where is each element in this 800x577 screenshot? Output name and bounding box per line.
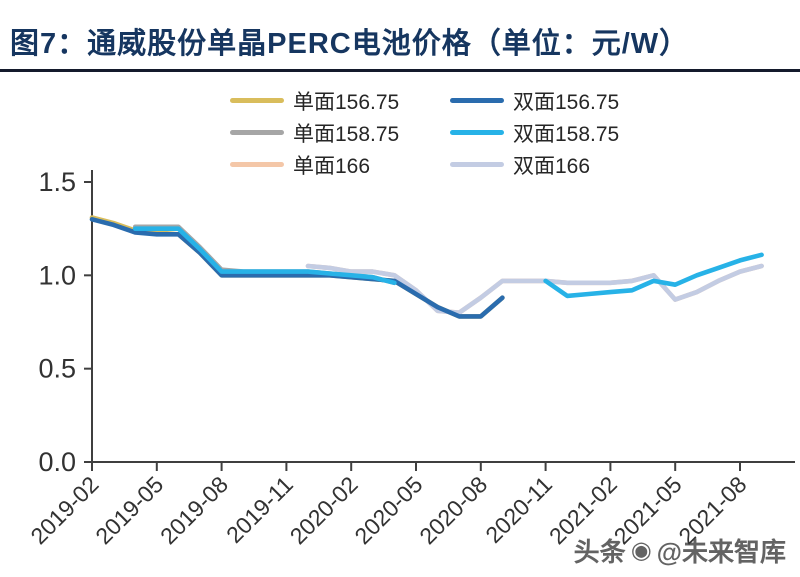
legend-label: 单面156.75 (293, 90, 400, 114)
chart-legend: 单面156.75 单面158.75 单面166 双面156.75 双面158.75 双面1… (230, 88, 620, 178)
watermark-handle: @未来智库 (656, 537, 786, 567)
legend-item: 双面166 (450, 152, 619, 178)
legend-column: 单面156.75 单面158.75 单面166 (230, 88, 400, 178)
legend-item: 双面156.75 (450, 88, 620, 114)
legend-label: 双面158.75 (513, 122, 620, 146)
legend-item: 单面158.75 (230, 120, 400, 146)
legend-swatch (230, 162, 284, 167)
legend-column: 双面156.75 双面158.75 双面166 (450, 88, 620, 178)
toutiao-logo-icon: ◉ (630, 536, 652, 564)
watermark-source: 头条 (573, 537, 626, 567)
x-tick-label: 2020-11 (480, 471, 557, 548)
legend-item: 单面156.75 (230, 88, 400, 114)
y-tick-label: 0.5 (38, 354, 76, 384)
series-line-双面166 (305, 263, 764, 316)
legend-item: 单面166 (230, 152, 400, 178)
x-tick-label: 2019-08 (155, 471, 233, 549)
x-tick-label: 2020-05 (349, 471, 427, 549)
legend-swatch (230, 98, 284, 103)
y-tick-label: 0.0 (38, 447, 76, 477)
y-tick-label: 1.5 (38, 167, 76, 197)
series-line-双面156.75 (89, 217, 505, 319)
series-line-双面158.75 (543, 252, 764, 299)
series-line-双面158.75 (132, 226, 397, 286)
legend-label: 单面158.75 (293, 122, 400, 146)
legend-label: 双面166 (513, 154, 591, 178)
watermark: 头条 ◉ @未来智库 (574, 532, 786, 569)
legend-swatch (450, 98, 504, 103)
x-tick-label: 2019-05 (90, 471, 168, 549)
title-divider (0, 69, 800, 72)
x-tick-label: 2019-02 (25, 471, 103, 549)
legend-swatch (450, 130, 504, 135)
legend-item: 双面158.75 (450, 120, 620, 146)
legend-swatch (450, 162, 504, 167)
x-tick-label: 2019-11 (221, 471, 298, 548)
legend-swatch (230, 130, 284, 135)
page-title: 图7：通威股份单晶PERC电池价格（单位：元/W） (10, 28, 690, 60)
x-tick-label: 2020-08 (414, 471, 492, 549)
y-tick-label: 1.0 (38, 260, 76, 290)
legend-label: 单面166 (293, 154, 371, 178)
legend-label: 双面156.75 (513, 90, 620, 114)
x-tick-label: 2020-02 (285, 471, 363, 549)
